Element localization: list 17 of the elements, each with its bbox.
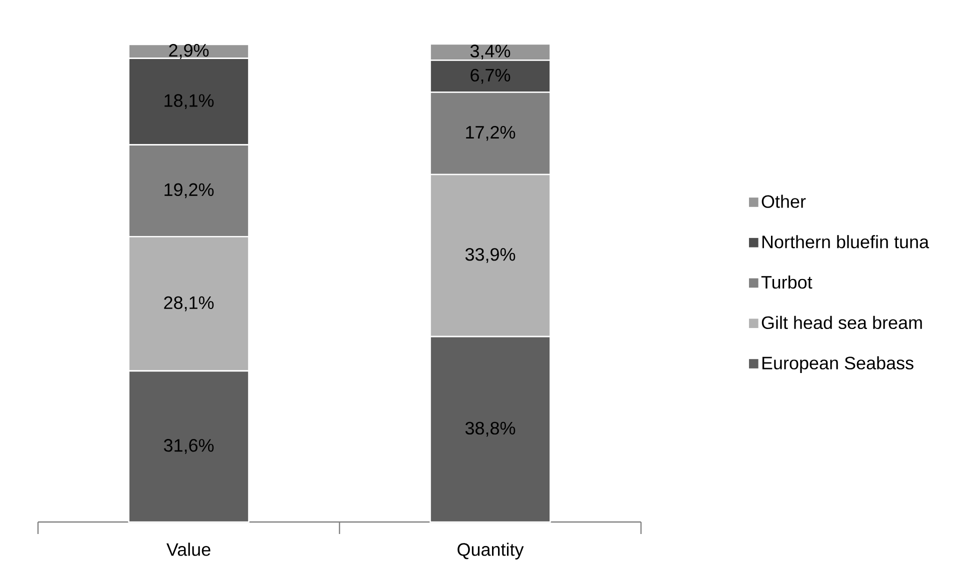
data-label: 33,9% [465,248,516,263]
x-tick-label: Quantity [458,542,524,560]
legend-label: European Seabass [762,356,914,374]
legend-label: Other [762,194,806,208]
data-label: 19,2% [164,183,214,198]
data-label: 6,7% [470,68,510,84]
data-label: 38,8% [465,422,516,437]
legend-label: Gilt head sea bream [762,316,922,330]
data-label: 3,4% [470,44,510,60]
legend-label: Northern bluefin tuna [762,235,930,248]
x-tick-label: Value [166,542,210,556]
data-label: 18,1% [164,94,214,110]
legend-label: Turbot [761,275,812,289]
data-label: 2,9% [169,44,209,59]
data-label: 31,6% [164,439,214,454]
data-label: 28,1% [164,296,214,312]
data-label: 17,2% [466,126,516,141]
